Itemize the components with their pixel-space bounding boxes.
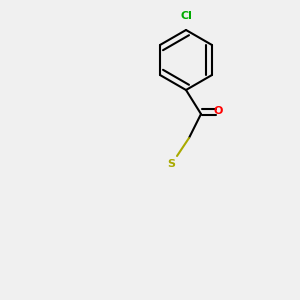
- Text: S: S: [167, 159, 175, 169]
- Text: Cl: Cl: [180, 11, 192, 21]
- Text: O: O: [213, 106, 222, 116]
